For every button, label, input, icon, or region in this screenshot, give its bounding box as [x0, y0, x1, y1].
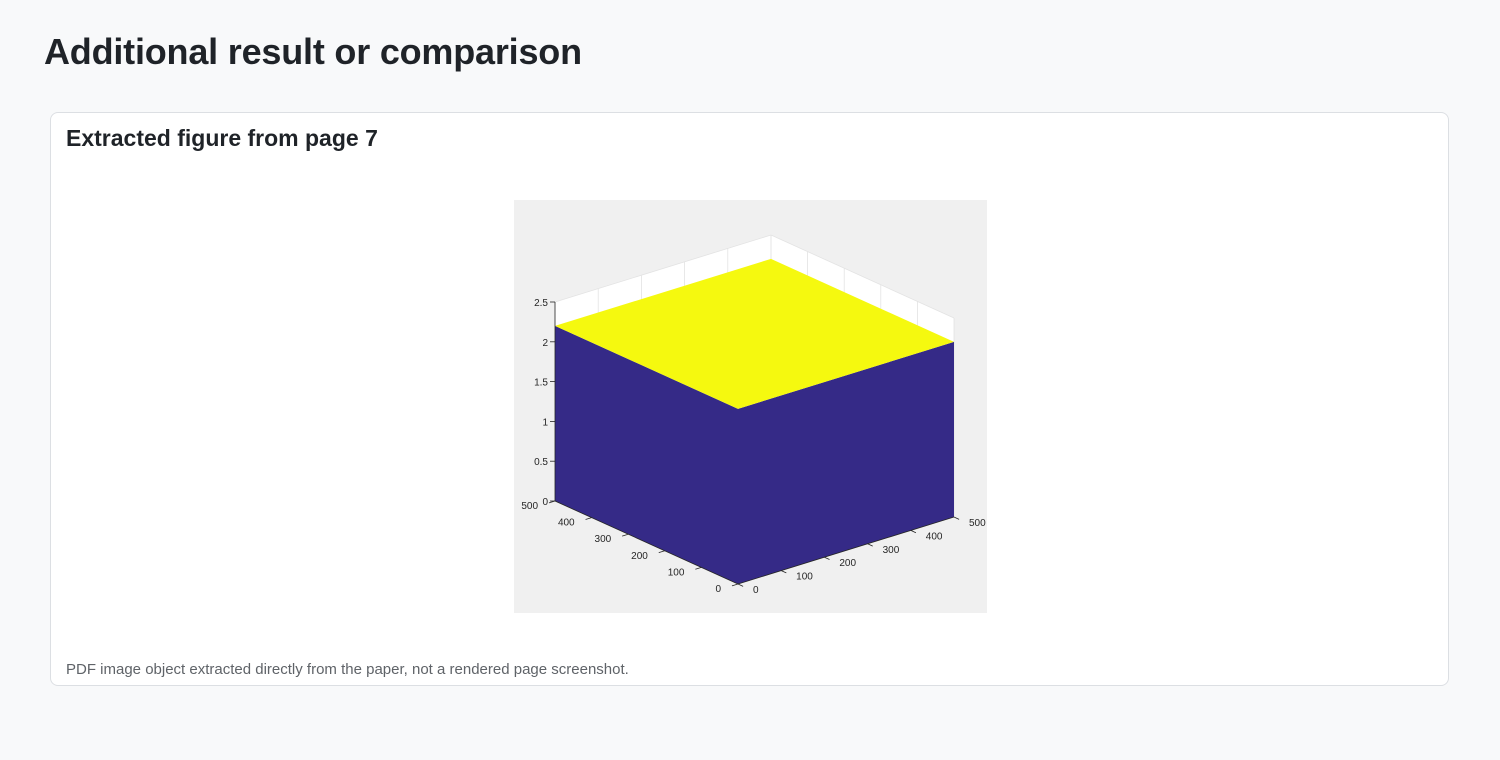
- surface-side-left: [555, 325, 738, 584]
- y-tick-label: 200: [631, 551, 648, 562]
- page-title: Additional result or comparison: [44, 31, 582, 72]
- x-tick-mark: [781, 570, 787, 574]
- y-tick-label: 500: [521, 501, 538, 512]
- figure-card: Extracted figure from page 7 0 100 200 300 4…: [50, 112, 1449, 686]
- z-tick-label: 0: [542, 497, 548, 508]
- y-tick-mark: [585, 517, 592, 520]
- y-tick-mark: [622, 533, 629, 537]
- y-tick-label: 0: [715, 584, 721, 595]
- x-tick-mark: [867, 543, 873, 547]
- x-axis-line: [737, 516, 955, 585]
- x-tick-label: 200: [839, 558, 856, 569]
- x-tick-label: 0: [753, 585, 759, 596]
- x-tick-label: 400: [926, 531, 943, 542]
- y-tick-label: 100: [668, 567, 685, 578]
- y-tick-mark: [731, 583, 739, 587]
- gridline: [554, 234, 772, 303]
- x-tick-mark: [953, 516, 960, 520]
- x-tick-label: 300: [883, 545, 900, 556]
- x-tick-mark: [737, 583, 744, 587]
- y-tick-label: 400: [558, 518, 575, 529]
- y-tick-mark: [658, 550, 665, 554]
- gridline: [770, 234, 955, 319]
- surface-plot: 0 100 200 300 400 500 0 100 200 300 400 500 0 0.5 1 1.5…: [521, 234, 986, 596]
- y-tick-label: 300: [595, 534, 612, 545]
- surface-side-front: [738, 341, 954, 584]
- z-tick-label: 2: [542, 338, 548, 349]
- x-tick-mark: [824, 556, 830, 560]
- card-title: Extracted figure from page 7: [66, 125, 378, 151]
- z-tick-label: 0.5: [534, 457, 548, 468]
- surface-top: [555, 258, 954, 409]
- y-axis-line: [554, 500, 739, 585]
- figure-caption: PDF image object extracted directly from…: [66, 661, 629, 678]
- x-tick-label: 100: [796, 572, 813, 583]
- z-tick-label: 1: [542, 417, 548, 428]
- z-tick-label: 2.5: [534, 298, 548, 309]
- y-tick-mark: [695, 567, 702, 570]
- extracted-figure: 0 100 200 300 400 500 0 100 200 300 400 500 0 0.5 1 1.5…: [514, 200, 987, 613]
- x-tick-label: 500: [969, 518, 986, 529]
- x-tick-mark: [910, 530, 917, 534]
- z-tick-label: 1.5: [534, 378, 548, 389]
